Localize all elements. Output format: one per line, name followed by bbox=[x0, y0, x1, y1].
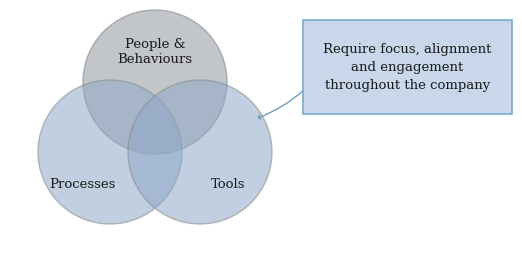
Text: Processes: Processes bbox=[49, 179, 115, 191]
Ellipse shape bbox=[128, 80, 272, 224]
Text: People &
Behaviours: People & Behaviours bbox=[117, 38, 193, 66]
Text: Tools: Tools bbox=[211, 179, 245, 191]
FancyBboxPatch shape bbox=[303, 20, 512, 114]
Text: Require focus, alignment
and engagement
throughout the company: Require focus, alignment and engagement … bbox=[323, 42, 492, 91]
Ellipse shape bbox=[83, 10, 227, 154]
Ellipse shape bbox=[38, 80, 182, 224]
